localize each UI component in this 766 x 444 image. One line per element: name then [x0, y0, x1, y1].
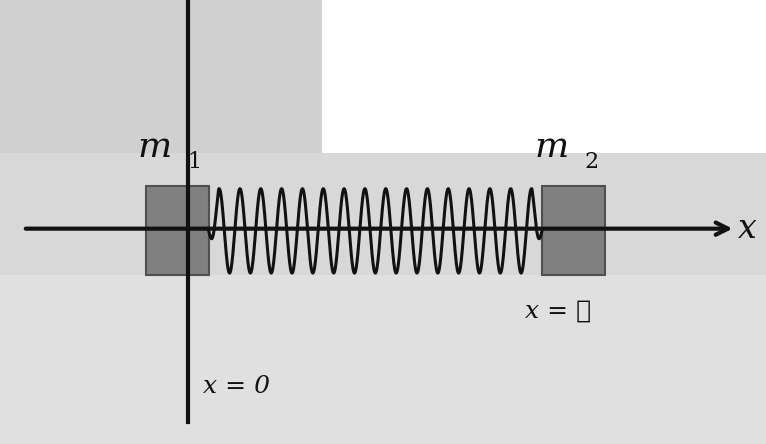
- Bar: [0, 153, 766, 275]
- Bar: [0, 0, 322, 153]
- Text: x = ℓ: x = ℓ: [525, 299, 591, 322]
- Bar: [146, 186, 208, 275]
- Bar: [322, 0, 766, 153]
- Bar: [542, 186, 605, 275]
- Text: x: x: [738, 213, 756, 245]
- Text: m: m: [138, 130, 172, 164]
- Text: 2: 2: [584, 151, 598, 173]
- Text: m: m: [535, 130, 568, 164]
- Text: x = 0: x = 0: [203, 375, 270, 398]
- Text: 1: 1: [188, 151, 201, 173]
